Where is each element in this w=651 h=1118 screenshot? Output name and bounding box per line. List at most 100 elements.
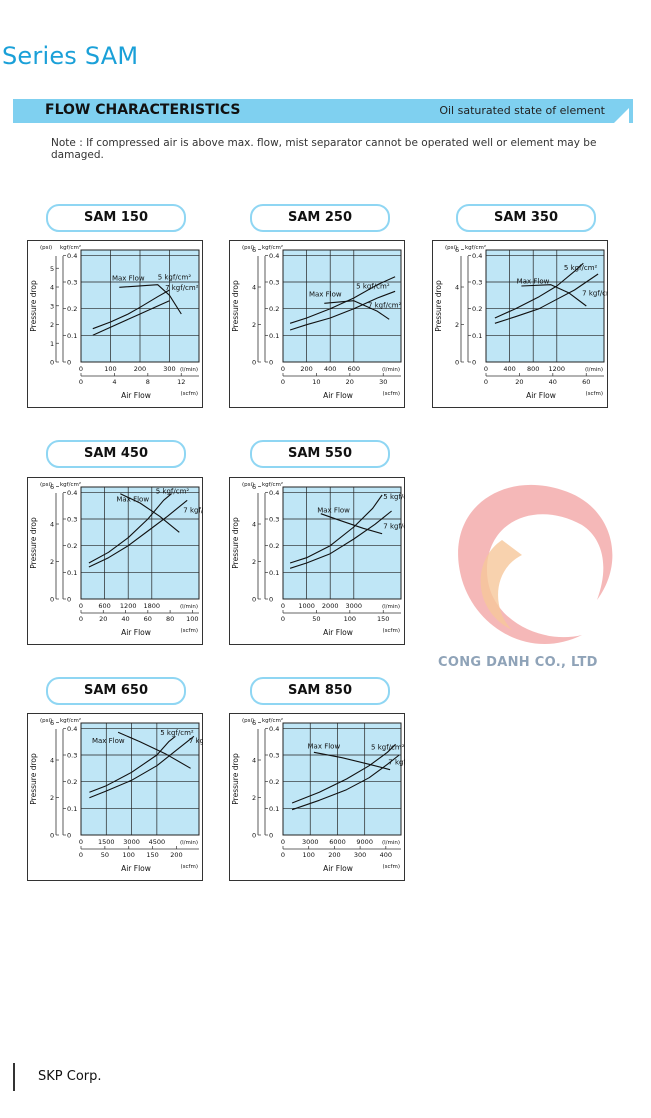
kgf-unit-label: kgf/cm²	[465, 244, 486, 251]
curve-label: 5 kgf/cm²	[564, 264, 598, 272]
x-scfm-unit: (scfm)	[586, 391, 603, 397]
x-axis-label: Air Flow	[323, 628, 353, 637]
curve-label: Max Flow	[309, 291, 342, 299]
x-axis-label: Air Flow	[121, 864, 151, 873]
x-lmin-tick-label: 3000	[302, 838, 319, 846]
kgf-tick-label: 0.3	[269, 516, 279, 524]
plot-area	[282, 249, 402, 363]
x-axis-label: Air Flow	[121, 391, 151, 400]
kgf-unit-label: kgf/cm²	[262, 717, 283, 724]
x-axis-label: Air Flow	[526, 391, 556, 400]
x-lmin-unit: (l/min)	[180, 604, 198, 610]
psi-tick-label: 2	[455, 321, 459, 329]
curve-label: 5 kgf/cm²	[156, 488, 190, 496]
x-lmin-tick-label: 400	[503, 365, 515, 373]
x-scfm-tick-label: 0	[79, 378, 83, 386]
curve-label: 5 kgf/cm²	[371, 744, 405, 752]
x-lmin-unit: (l/min)	[382, 604, 400, 610]
kgf-unit-label: kgf/cm²	[262, 481, 283, 488]
psi-tick-label: 6	[50, 483, 54, 491]
psi-tick-label: 4	[455, 284, 459, 292]
x-lmin-tick-label: 6000	[329, 838, 346, 846]
x-scfm-tick-label: 50	[101, 851, 109, 859]
psi-tick-label: 0	[50, 359, 54, 367]
x-scfm-tick-label: 300	[354, 851, 366, 859]
psi-tick-label: 5	[50, 265, 54, 273]
curve-label: 7 kgf/cm²	[183, 506, 203, 514]
banner-corner-decoration	[614, 108, 629, 123]
x-scfm-tick-label: 40	[121, 615, 129, 623]
plot-area	[282, 722, 402, 836]
x-scfm-tick-label: 20	[515, 378, 523, 386]
x-lmin-tick-label: 0	[79, 838, 83, 846]
x-scfm-unit: (scfm)	[383, 864, 400, 870]
series-line-max-flow	[521, 284, 587, 307]
curve-label: 7 kgf/cm²	[368, 301, 402, 309]
x-lmin-tick-label: 0	[484, 365, 488, 373]
curve-label: Max Flow	[308, 742, 341, 750]
series-line-7-kgf-cm	[494, 273, 599, 324]
x-scfm-tick-label: 20	[99, 615, 107, 623]
watermark-text: CONG DANH CO., LTD	[438, 655, 598, 670]
series-line-max-flow	[313, 751, 391, 771]
plot-area	[282, 486, 402, 600]
footer-divider	[13, 1063, 15, 1091]
kgf-tick-label: 0	[269, 596, 273, 604]
kgf-tick-label: 0.2	[269, 778, 279, 786]
psi-unit-label: (psi)	[445, 245, 457, 251]
chart-svg: (psi) kgf/cm² Pressure drop 0 0.1 0.2 0.3 0.4 0 2…	[229, 477, 417, 645]
kgf-tick-label: 0	[269, 359, 273, 367]
x-scfm-tick-label: 150	[146, 851, 158, 859]
psi-unit-label: (psi)	[40, 718, 52, 724]
series-line-5-kgf-cm	[92, 289, 170, 330]
kgf-tick-label: 0.3	[472, 279, 482, 287]
x-scfm-tick-label: 40	[549, 378, 557, 386]
series-line-5-kgf-cm	[289, 494, 383, 564]
curve-label: 7 kgf/cm²	[388, 758, 405, 766]
kgf-tick-label: 0.2	[269, 542, 279, 550]
y-axis-label: Pressure drop	[29, 753, 38, 805]
x-lmin-tick-label: 3000	[346, 602, 363, 610]
model-label-sam-150: SAM 150	[46, 204, 186, 232]
curve-label: Max Flow	[317, 506, 350, 514]
chart-sam-650: (psi) kgf/cm² Pressure drop 0 0.1 0.2 0.3 0.4 0 2…	[27, 713, 223, 885]
psi-tick-label: 6	[455, 246, 459, 254]
note-text: Note : If compressed air is above max. f…	[51, 137, 597, 161]
psi-tick-label: 1	[50, 340, 54, 348]
y-axis-label: Pressure drop	[231, 280, 240, 332]
x-scfm-tick-label: 0	[79, 615, 83, 623]
x-lmin-tick-label: 1000	[298, 602, 315, 610]
series-line-max-flow	[117, 731, 191, 769]
psi-tick-label: 2	[252, 321, 256, 329]
chart-svg: (psi) kgf/cm² Pressure drop 0 0.1 0.2 0.3 0.4 0 1…	[27, 240, 203, 408]
psi-tick-label: 2	[252, 794, 256, 802]
series-line-7-kgf-cm	[92, 300, 170, 336]
psi-unit-label: (psi)	[242, 245, 254, 251]
series-line-5-kgf-cm	[88, 493, 172, 564]
series-line-5-kgf-cm	[494, 262, 584, 319]
series-line-5-kgf-cm	[289, 276, 396, 324]
kgf-tick-label: 0.3	[269, 752, 279, 760]
psi-tick-label: 4	[252, 521, 256, 529]
x-lmin-tick-label: 3000	[123, 838, 140, 846]
y-axis-label: Pressure drop	[231, 517, 240, 569]
series-line-max-flow	[320, 513, 383, 535]
series-line-7-kgf-cm	[289, 290, 396, 331]
psi-tick-label: 3	[50, 302, 54, 310]
kgf-tick-label: 0.2	[67, 305, 77, 313]
chart-sam-850: (psi) kgf/cm² Pressure drop 0 0.1 0.2 0.3 0.4 0 2…	[229, 713, 422, 885]
x-scfm-tick-label: 50	[312, 615, 320, 623]
x-scfm-tick-label: 10	[312, 378, 320, 386]
curve-label: 5 kgf/cm²	[383, 493, 405, 501]
curve-label: Max Flow	[92, 737, 125, 745]
x-lmin-unit: (l/min)	[180, 367, 198, 373]
x-lmin-tick-label: 600	[98, 602, 110, 610]
psi-tick-label: 4	[50, 521, 54, 529]
banner-subtitle: Oil saturated state of element	[439, 104, 605, 117]
kgf-tick-label: 0	[269, 832, 273, 840]
psi-tick-label: 0	[252, 359, 256, 367]
x-lmin-tick-label: 0	[281, 602, 285, 610]
x-lmin-tick-label: 300	[163, 365, 175, 373]
psi-tick-label: 6	[252, 246, 256, 254]
plot-area	[80, 486, 200, 600]
